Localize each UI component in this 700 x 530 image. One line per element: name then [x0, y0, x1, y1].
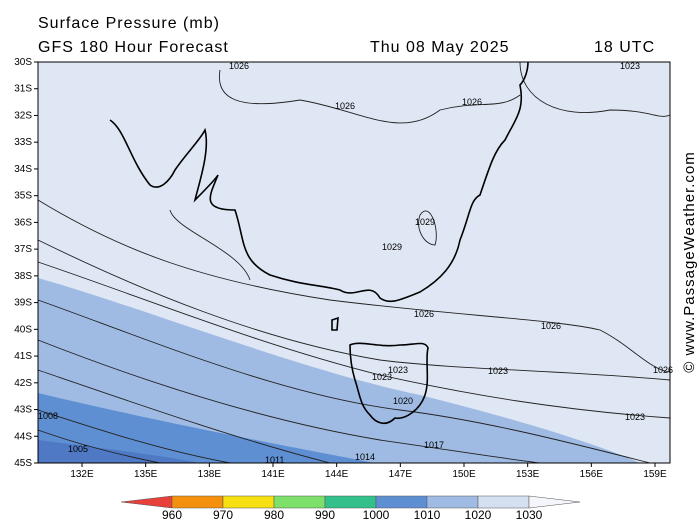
- colorbar-segment: [324, 495, 377, 509]
- lat-label: 32S: [14, 110, 32, 121]
- lat-label: 30S: [14, 57, 32, 68]
- title: Surface Pressure (mb): [38, 15, 220, 32]
- lat-label: 44S: [14, 431, 32, 442]
- colorbar: 960 970 980 990 1000 1010 1020 1030: [120, 495, 581, 522]
- lon-label: 144E: [325, 469, 349, 480]
- colorbar-label: 980: [264, 508, 284, 522]
- lat-label: 33S: [14, 137, 32, 148]
- colorbar-segment: [273, 495, 326, 509]
- lat-label: 35S: [14, 191, 32, 202]
- lat-label: 38S: [14, 271, 32, 282]
- band-1000-1010: [38, 393, 375, 463]
- contour-label: 1011: [265, 455, 284, 465]
- contour-label: 1014: [355, 452, 375, 462]
- lon-label: 153E: [516, 469, 540, 480]
- colorbar-segment: [426, 495, 479, 509]
- lon-label: 141E: [261, 469, 285, 480]
- contour-labels: 1026 1023 1026 1026 1029 1029 1026 1026 …: [38, 61, 673, 465]
- isobars: [37, 61, 671, 464]
- contour-label: 1023: [388, 365, 408, 375]
- colorbar-label: 1020: [465, 508, 492, 522]
- lat-label: 43S: [14, 405, 32, 416]
- lat-label: 34S: [14, 164, 32, 175]
- colorbar-segment: [222, 495, 275, 509]
- lon-label: 159E: [643, 469, 667, 480]
- lat-label: 31S: [14, 84, 32, 95]
- band-low: [38, 440, 200, 463]
- lon-label: 156E: [580, 469, 604, 480]
- contour-label: 1026: [229, 61, 249, 71]
- colorbar-segment: [171, 495, 224, 509]
- contour-label: 1026: [653, 365, 673, 375]
- contour-label: 1026: [462, 97, 482, 107]
- subtitle: GFS 180 Hour Forecast: [38, 39, 229, 56]
- contour-label: 1026: [541, 321, 561, 331]
- lat-label: 45S: [14, 458, 32, 469]
- coastline: [109, 61, 529, 425]
- lon-label: 132E: [70, 469, 94, 480]
- contour-label: 1017: [424, 440, 444, 450]
- map: 1026 1023 1026 1026 1029 1029 1026 1026 …: [37, 61, 673, 465]
- lat-label: 36S: [14, 217, 32, 228]
- axes: 30S 31S 32S 33S 34S 35S 36S 37S 38S 39S 40S 41S 42S 4…: [14, 57, 667, 480]
- colorbar-label: 1010: [414, 508, 441, 522]
- contour-label: 1029: [415, 217, 435, 227]
- colorbar-arrow: [120, 495, 173, 509]
- lon-label: 150E: [452, 469, 476, 480]
- lat-label: 37S: [14, 244, 32, 255]
- watermark: © www.PassageWeather.com: [681, 151, 698, 373]
- colorbar-label: 970: [213, 508, 233, 522]
- contour-label: 1023: [372, 372, 392, 382]
- colorbar-segment: [375, 495, 428, 509]
- band-1010-1020: [38, 278, 640, 463]
- colorbar-arrow: [528, 495, 581, 509]
- contour-label: 1005: [68, 444, 88, 454]
- date: Thu 08 May 2025: [370, 39, 510, 56]
- lat-label: 42S: [14, 378, 32, 389]
- contour-label: 1020: [393, 396, 413, 406]
- contour-label: 1023: [488, 366, 508, 376]
- contour-label: 1026: [335, 101, 355, 111]
- map-frame: [37, 61, 671, 464]
- lon-label: 147E: [389, 469, 413, 480]
- contour-label: 1023: [620, 61, 640, 71]
- lon-label: 135E: [134, 469, 158, 480]
- lon-label: 138E: [198, 469, 222, 480]
- colorbar-label: 990: [315, 508, 335, 522]
- time: 18 UTC: [594, 39, 655, 56]
- lat-label: 39S: [14, 298, 32, 309]
- contour-label: 1023: [625, 412, 645, 422]
- colorbar-segment: [477, 495, 530, 509]
- lat-label: 41S: [14, 351, 32, 362]
- contour-label: 1008: [38, 411, 58, 421]
- colorbar-label: 1000: [363, 508, 390, 522]
- colorbar-label: 960: [162, 508, 182, 522]
- contour-label: 1026: [414, 309, 434, 319]
- lat-label: 40S: [14, 324, 32, 335]
- colorbar-label: 1030: [516, 508, 543, 522]
- contour-label: 1029: [382, 242, 402, 252]
